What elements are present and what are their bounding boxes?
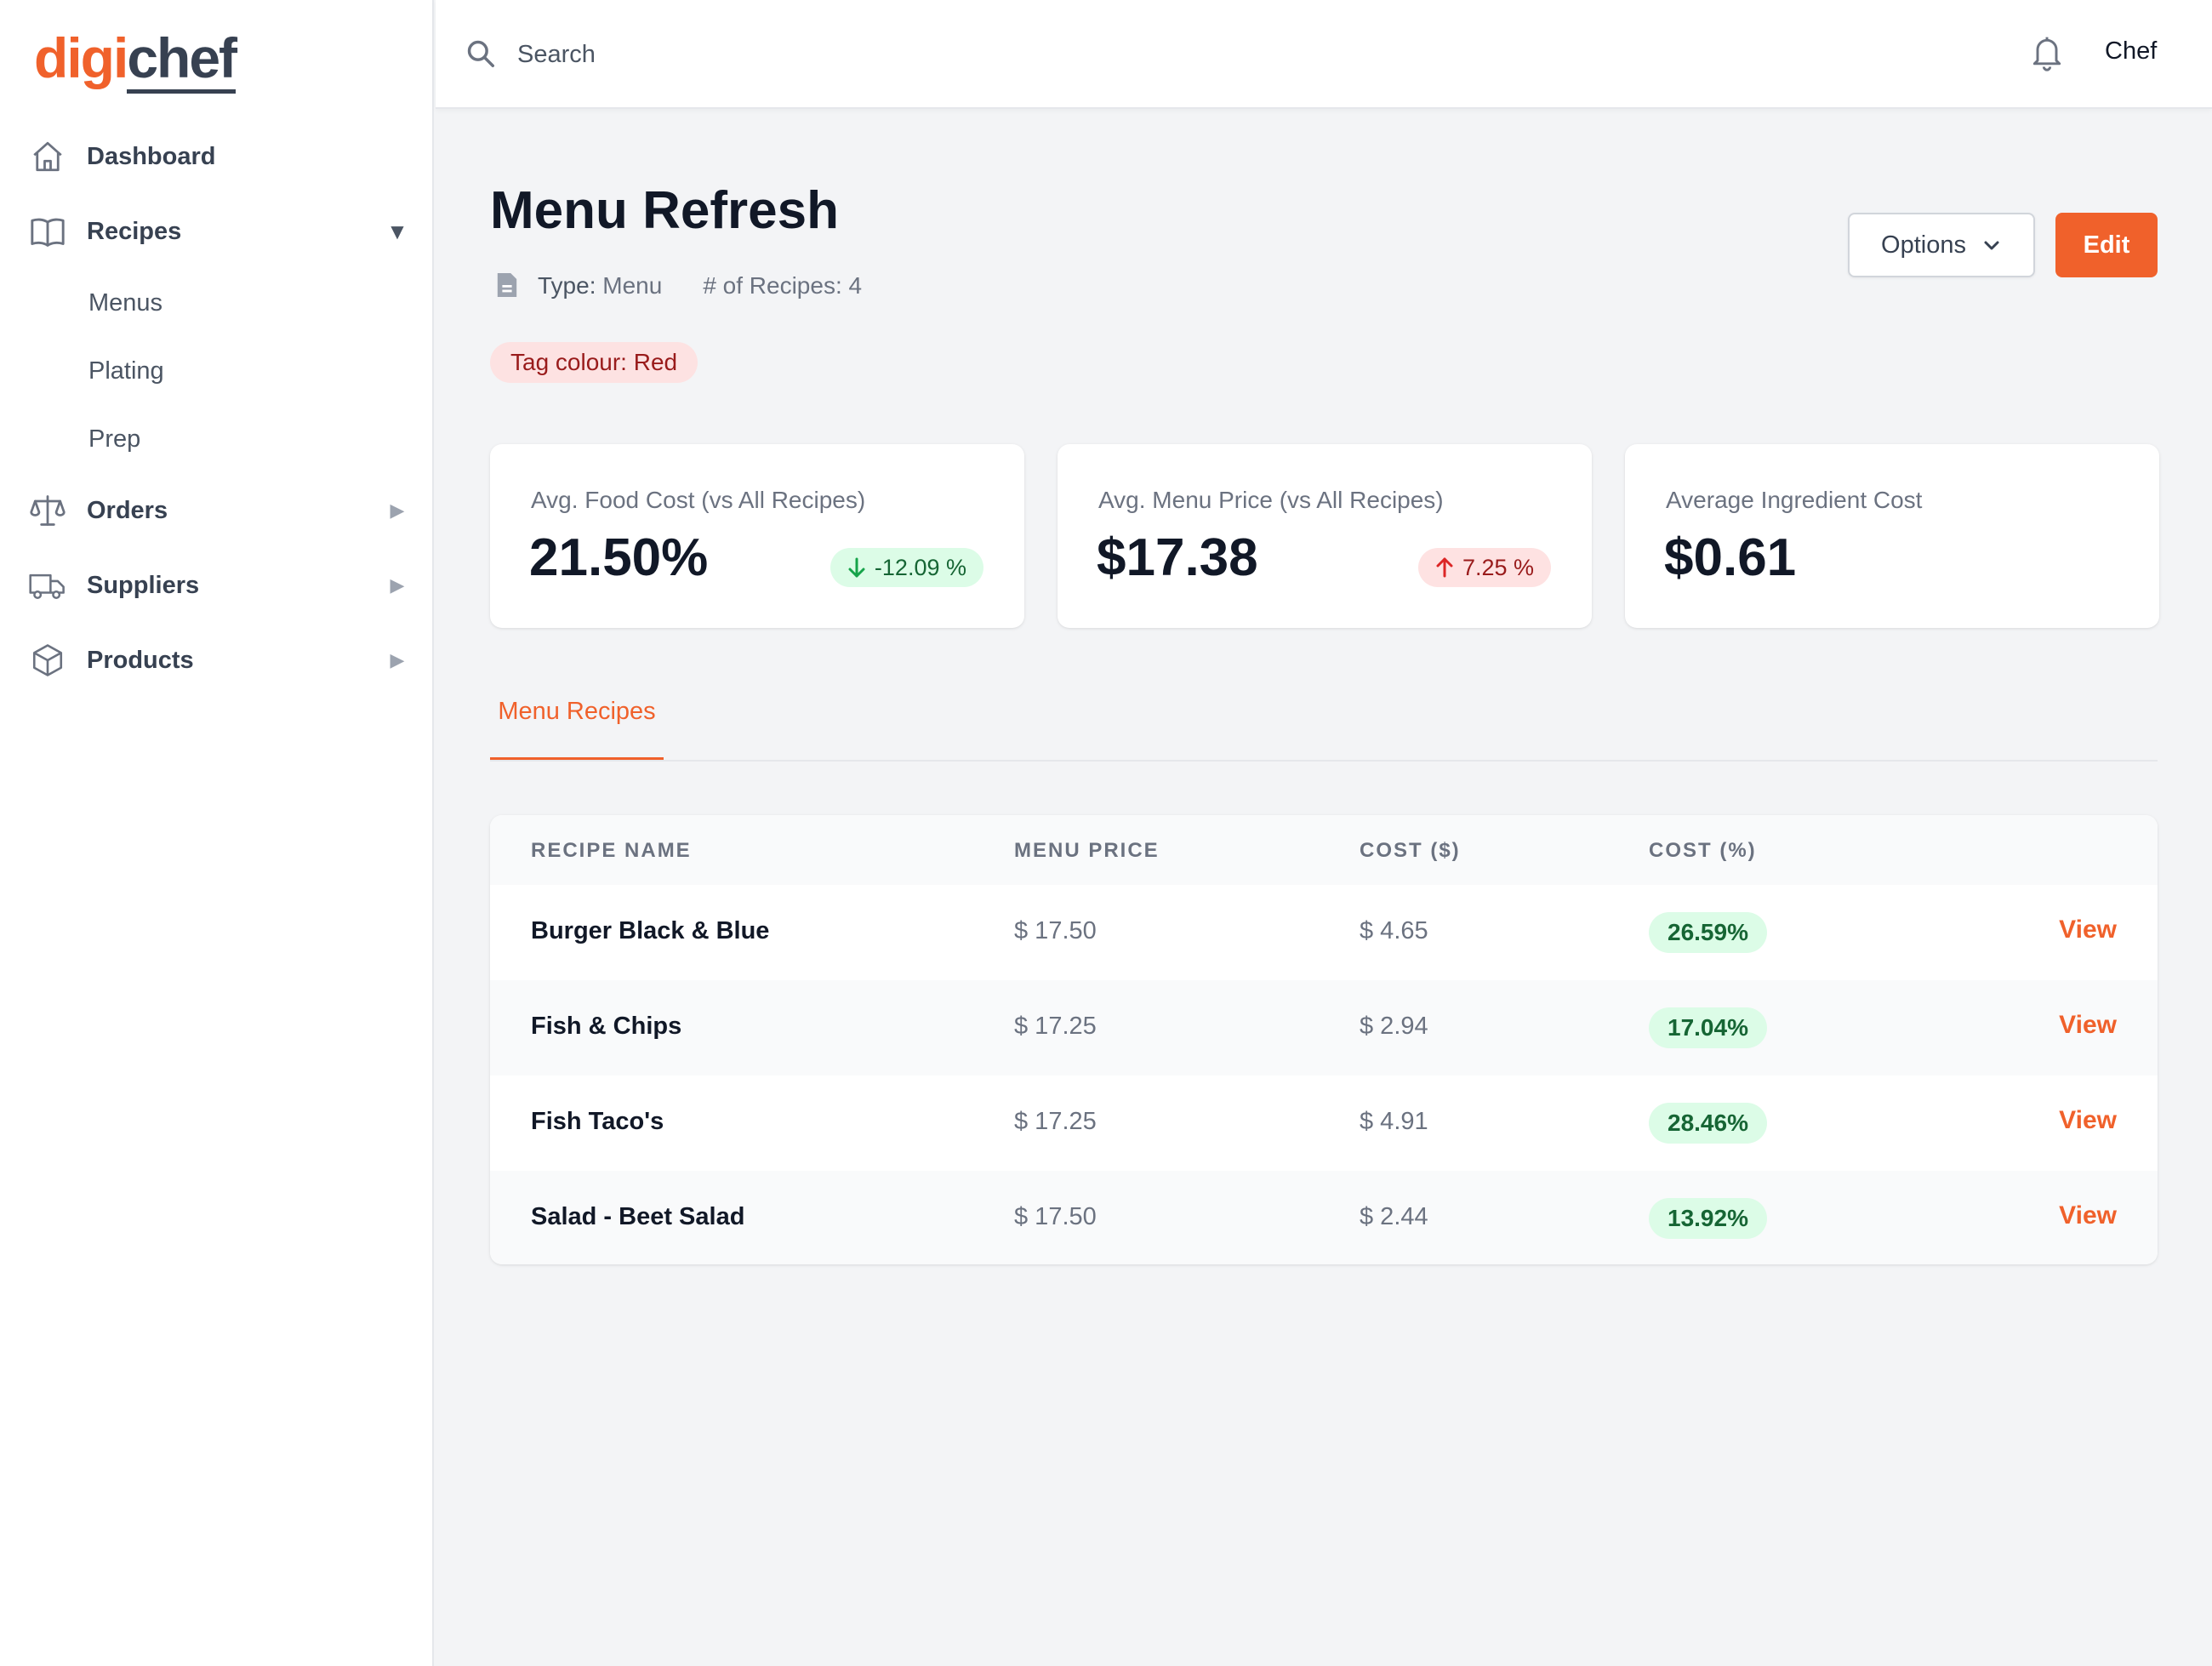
column-header: Recipe Name	[531, 839, 692, 862]
cost-dollars: $ 2.94	[1360, 1013, 1428, 1040]
stat-card-menu-price: Avg. Menu Price (vs All Recipes) $17.38 …	[1058, 444, 1592, 628]
page-title: Menu Refresh	[490, 181, 839, 240]
document-icon	[495, 271, 521, 301]
arrow-up-icon	[1435, 556, 1454, 579]
caret-right-icon: ▶	[390, 499, 405, 521]
cost-percent-badge: 17.04%	[1649, 1007, 1767, 1048]
column-header: Cost ($)	[1360, 839, 1461, 862]
recipe-name: Salad - Beet Salad	[531, 1203, 745, 1230]
tab-menu-recipes[interactable]: Menu Recipes	[490, 677, 664, 761]
stat-card-food-cost: Avg. Food Cost (vs All Recipes) 21.50% -…	[490, 444, 1024, 628]
bell-icon[interactable]	[2028, 32, 2069, 77]
scale-icon	[27, 490, 68, 531]
recipes-count: # of Recipes: 4	[703, 272, 863, 299]
stat-card-ingredient-cost: Average Ingredient Cost $0.61	[1625, 444, 2159, 628]
sidebar-item-products[interactable]: Products ▶	[27, 633, 410, 688]
cost-percent-badge: 13.92%	[1649, 1198, 1767, 1239]
stat-label: Avg. Menu Price (vs All Recipes)	[1098, 487, 1444, 513]
sidebar-item-label: Orders	[87, 496, 168, 524]
stat-label: Avg. Food Cost (vs All Recipes)	[531, 487, 866, 513]
search-input[interactable]	[517, 31, 1283, 78]
sidebar-item-label: Dashboard	[87, 142, 216, 170]
table-row: Fish & Chips $ 17.25 $ 2.94 17.04% View	[490, 980, 2158, 1075]
column-header: Menu Price	[1014, 839, 1160, 862]
view-link[interactable]: View	[2059, 1011, 2117, 1039]
delta-value: -12.09 %	[874, 554, 966, 580]
table-row: Burger Black & Blue $ 17.50 $ 4.65 26.59…	[490, 885, 2158, 980]
stat-value: 21.50%	[529, 528, 709, 587]
recipe-name: Fish Taco's	[531, 1108, 664, 1135]
sidebar: digichef Dashboard Recipes ▼ Menus Plati…	[0, 0, 434, 1666]
view-link[interactable]: View	[2059, 1201, 2117, 1230]
table-row: Fish Taco's $ 17.25 $ 4.91 28.46% View	[490, 1075, 2158, 1171]
page-meta: Type: Menu # of Recipes: 4	[495, 271, 862, 301]
menu-price: $ 17.50	[1014, 917, 1097, 944]
cost-percent-badge: 28.46%	[1649, 1103, 1767, 1144]
cube-icon	[27, 640, 68, 681]
tab-divider	[490, 760, 2158, 762]
tag-colour-badge: Tag colour: Red	[490, 342, 698, 383]
cost-percent-badge: 26.59%	[1649, 912, 1767, 953]
cost-dollars: $ 2.44	[1360, 1203, 1428, 1230]
chevron-down-icon	[1981, 231, 2002, 260]
delta-badge: 7.25 %	[1417, 548, 1551, 587]
arrow-down-icon	[847, 556, 866, 579]
book-icon	[27, 211, 68, 252]
stat-value: $0.61	[1664, 528, 1797, 587]
search-icon	[465, 37, 499, 71]
digichef-logo[interactable]: digichef	[34, 24, 237, 94]
cost-dollars: $ 4.65	[1360, 917, 1428, 944]
stat-label: Average Ingredient Cost	[1666, 487, 1923, 513]
menu-price: $ 17.25	[1014, 1108, 1097, 1135]
caret-right-icon: ▶	[390, 574, 405, 596]
sidebar-item-recipes[interactable]: Recipes ▼	[27, 204, 410, 259]
type-key: Type:	[538, 272, 596, 299]
truck-icon	[27, 565, 68, 606]
home-icon	[27, 136, 68, 177]
cost-dollars: $ 4.91	[1360, 1108, 1428, 1135]
caret-right-icon: ▶	[390, 649, 405, 670]
sidebar-item-orders[interactable]: Orders ▶	[27, 483, 410, 538]
sidebar-subitem-prep[interactable]: Prep	[88, 425, 141, 453]
edit-button[interactable]: Edit	[2055, 213, 2158, 277]
recipes-table: Recipe Name Menu Price Cost ($) Cost (%)…	[490, 815, 2158, 1264]
stat-value: $17.38	[1097, 528, 1258, 587]
options-label: Options	[1881, 231, 1966, 259]
sidebar-item-label: Recipes	[87, 217, 182, 245]
user-menu[interactable]: Chef	[2105, 37, 2158, 65]
sidebar-item-suppliers[interactable]: Suppliers ▶	[27, 558, 410, 613]
topbar: Chef	[436, 0, 2212, 109]
sidebar-item-dashboard[interactable]: Dashboard	[27, 129, 410, 184]
table-row: Salad - Beet Salad $ 17.50 $ 2.44 13.92%…	[490, 1171, 2158, 1264]
table-header: Recipe Name Menu Price Cost ($) Cost (%)	[490, 815, 2158, 885]
view-link[interactable]: View	[2059, 916, 2117, 944]
sidebar-item-label: Suppliers	[87, 571, 200, 599]
menu-price: $ 17.25	[1014, 1013, 1097, 1040]
sidebar-subitem-plating[interactable]: Plating	[88, 357, 164, 385]
recipe-name: Fish & Chips	[531, 1013, 682, 1040]
options-dropdown-button[interactable]: Options	[1848, 213, 2035, 277]
menu-price: $ 17.50	[1014, 1203, 1097, 1230]
delta-value: 7.25 %	[1462, 554, 1534, 580]
sidebar-subitem-menus[interactable]: Menus	[88, 288, 163, 317]
column-header: Cost (%)	[1649, 839, 1757, 862]
sidebar-item-label: Products	[87, 646, 194, 674]
delta-badge: -12.09 %	[830, 548, 983, 587]
view-link[interactable]: View	[2059, 1106, 2117, 1134]
recipe-name: Burger Black & Blue	[531, 917, 770, 944]
caret-down-icon: ▼	[386, 218, 408, 244]
type-value: Menu	[602, 272, 663, 299]
